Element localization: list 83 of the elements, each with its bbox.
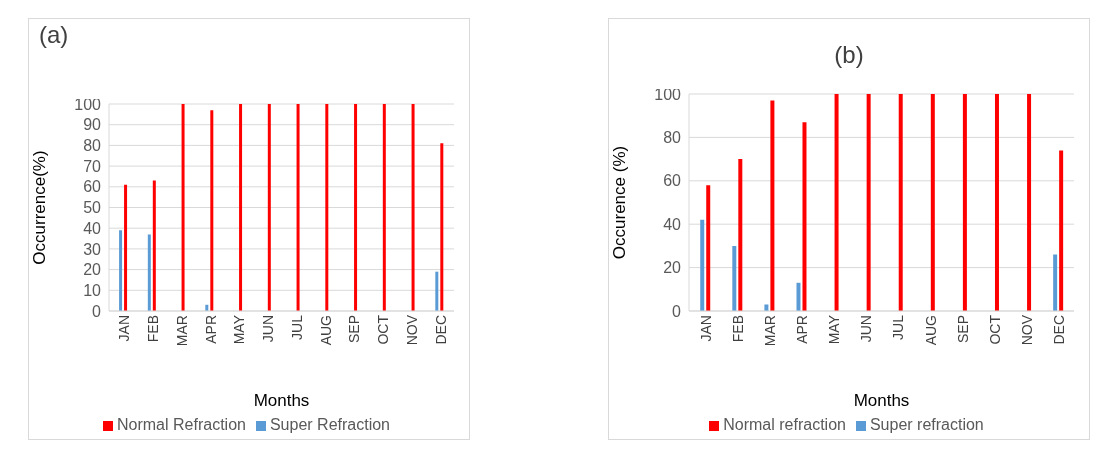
y-tick-label: 80 — [663, 129, 682, 147]
x-tick-label: DEC — [1050, 315, 1067, 345]
bar — [994, 94, 999, 311]
bar — [210, 110, 214, 311]
x-tick-label: JUL — [288, 314, 305, 340]
bar — [796, 282, 801, 311]
bar — [267, 104, 271, 311]
x-tick-label: MAY — [231, 314, 248, 345]
bar — [325, 104, 329, 311]
bar — [239, 104, 243, 311]
x-tick-label: FEB — [730, 315, 747, 343]
x-tick-label: JUN — [858, 315, 875, 343]
bar — [1027, 94, 1032, 311]
bar — [962, 94, 967, 311]
bar — [181, 104, 185, 311]
y-tick-label: 80 — [83, 137, 102, 155]
legend-label: Super refraction — [869, 416, 984, 433]
y-axis-title: Occurrence(%) — [30, 150, 50, 265]
y-tick-label: 0 — [92, 302, 102, 320]
bar — [700, 219, 705, 311]
bar — [354, 104, 358, 311]
y-tick-label: 20 — [663, 259, 682, 277]
y-tick-label: 0 — [672, 302, 682, 320]
bar — [706, 185, 711, 311]
x-tick-label: OCT — [986, 314, 1003, 345]
y-tick-label: 10 — [83, 281, 102, 299]
x-axis-title: Months — [253, 391, 310, 410]
x-tick-label: SEP — [346, 315, 363, 344]
legend-label: Normal Refraction — [117, 416, 246, 433]
x-tick-label: DEC — [432, 315, 449, 345]
bar — [435, 271, 439, 311]
legend-label: Normal refraction — [723, 416, 846, 433]
x-tick-label: APR — [202, 315, 219, 344]
bar — [147, 234, 151, 311]
x-tick-label: MAR — [762, 315, 779, 347]
x-tick-label: AUG — [317, 315, 334, 346]
bar — [802, 122, 807, 311]
y-tick-label: 60 — [663, 172, 682, 190]
y-tick-label: 60 — [83, 178, 102, 196]
bar — [119, 230, 123, 311]
y-tick-label: 40 — [663, 215, 682, 233]
x-tick-label: JAN — [697, 315, 714, 342]
x-tick-label: JAN — [116, 315, 133, 342]
bar — [1059, 150, 1064, 311]
y-tick-label: 70 — [83, 157, 102, 175]
bar — [124, 184, 128, 311]
bar — [440, 143, 444, 311]
x-tick-label: MAY — [826, 314, 843, 345]
x-tick-label: APR — [794, 315, 811, 344]
bar — [296, 104, 300, 311]
x-tick-label: SEP — [954, 315, 971, 344]
bar — [382, 104, 386, 311]
bar — [866, 94, 871, 311]
bar — [898, 94, 903, 311]
x-tick-label: OCT — [375, 314, 392, 345]
chart-title: (a) — [39, 21, 69, 49]
bar — [1053, 254, 1058, 311]
bar — [732, 245, 737, 311]
legend-label: Super Refraction — [269, 416, 390, 433]
x-tick-label: NOV — [403, 314, 420, 346]
x-tick-label: FEB — [145, 315, 162, 343]
x-tick-label: NOV — [1018, 314, 1035, 346]
chart-title: (b) — [833, 41, 865, 69]
bar — [738, 159, 743, 311]
y-tick-label: 50 — [83, 199, 102, 217]
bar — [770, 100, 775, 311]
y-tick-label: 40 — [83, 219, 102, 237]
x-tick-label: JUN — [260, 315, 277, 343]
y-tick-label: 90 — [83, 116, 102, 134]
bar — [411, 104, 415, 311]
y-tick-label: 20 — [83, 261, 102, 279]
x-tick-label: AUG — [922, 315, 939, 346]
x-tick-label: JUL — [890, 314, 907, 340]
bar — [930, 94, 935, 311]
bar — [764, 304, 769, 311]
y-tick-label: 100 — [74, 95, 102, 113]
y-axis-title: Occurence (%) — [610, 145, 630, 260]
y-tick-label: 30 — [83, 240, 102, 258]
bar — [152, 180, 156, 311]
bar — [834, 94, 839, 311]
x-tick-label: MAR — [173, 315, 190, 347]
y-tick-label: 100 — [654, 85, 682, 103]
x-axis-title: Months — [853, 391, 910, 410]
